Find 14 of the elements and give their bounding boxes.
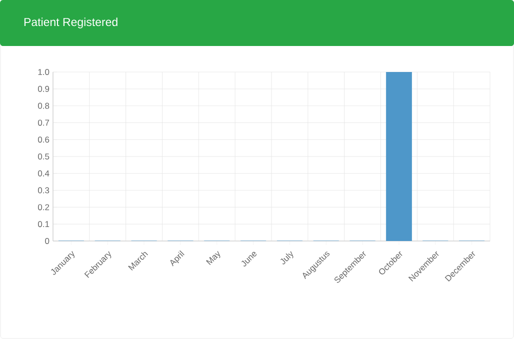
- y-tick-label: 0.6: [38, 136, 50, 143]
- y-tick-label: 0.8: [38, 102, 50, 109]
- y-tick-label: 0.7: [38, 120, 50, 126]
- chart-title: Patient Registered: [24, 18, 118, 28]
- y-tick-label: 0.2: [38, 204, 50, 210]
- y-tick-label: 0.3: [38, 187, 50, 194]
- y-tick-label: 0: [45, 238, 50, 244]
- x-tick-label: May: [206, 250, 220, 265]
- y-tick-label: 0.1: [38, 221, 50, 228]
- y-tick-label: 0.4: [38, 170, 50, 176]
- y-tick-label: 1.0: [38, 68, 50, 75]
- x-tick-label: July: [280, 251, 294, 264]
- y-tick-label: 0.5: [38, 153, 50, 160]
- y-tick-label: 0.9: [38, 86, 50, 92]
